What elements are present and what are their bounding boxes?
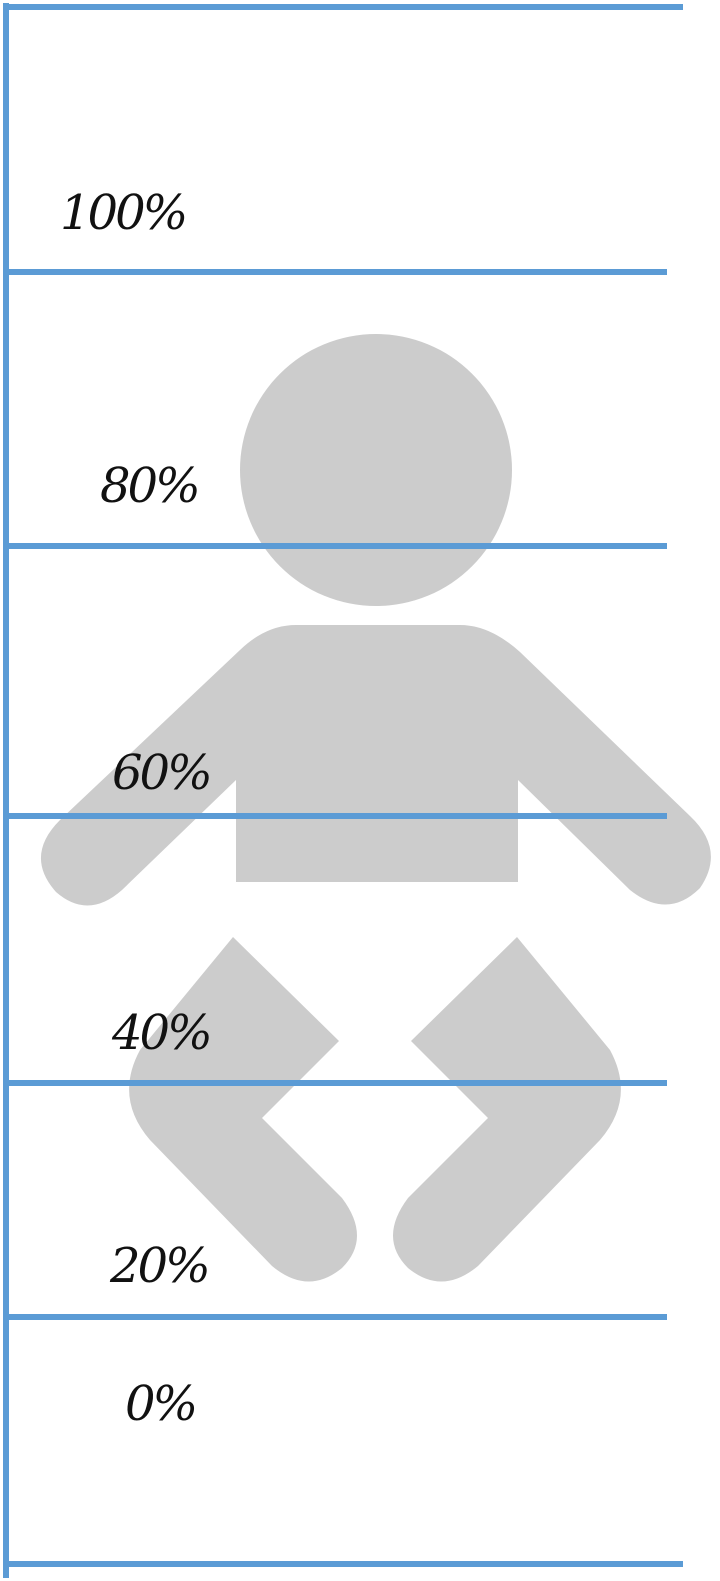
baby-icon bbox=[40, 334, 711, 1282]
baby-left-leg bbox=[129, 937, 357, 1282]
frame bbox=[3, 3, 683, 1578]
scale-labels: 100% 80% 60% 40% 20% 0% bbox=[60, 185, 213, 1432]
scale-label-80: 80% bbox=[100, 458, 198, 514]
scale-label-100: 100% bbox=[60, 185, 186, 241]
baby-torso bbox=[40, 625, 711, 906]
scale-label-40: 40% bbox=[111, 1005, 210, 1061]
baby-right-leg bbox=[393, 937, 621, 1282]
scale-lines bbox=[6, 269, 667, 1320]
scale-label-0: 0% bbox=[125, 1376, 196, 1432]
scale-label-60: 60% bbox=[112, 745, 210, 801]
baby-head bbox=[240, 334, 512, 606]
scale-label-20: 20% bbox=[109, 1238, 208, 1294]
